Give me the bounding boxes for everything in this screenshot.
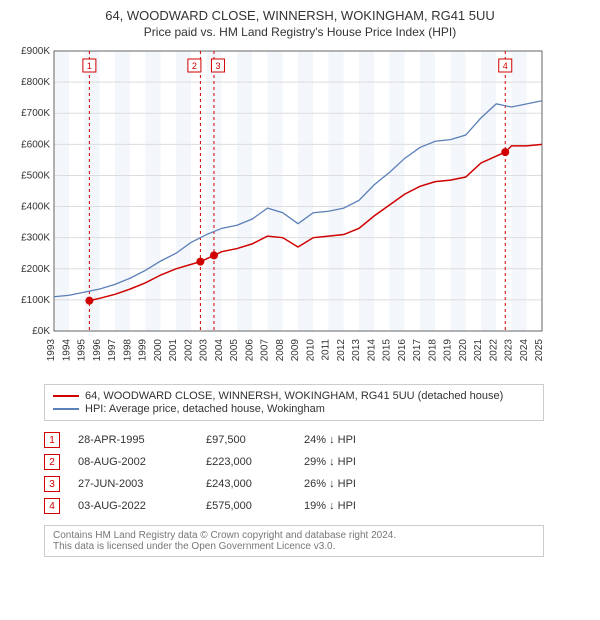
event-diff: 26% ↓ HPI	[304, 478, 394, 490]
svg-text:£700K: £700K	[21, 108, 50, 119]
footer-line-1: Contains HM Land Registry data © Crown c…	[53, 530, 535, 541]
page-title: 64, WOODWARD CLOSE, WINNERSH, WOKINGHAM,…	[8, 8, 592, 23]
chart-container: £0K £100K £200K £300K £400K £500K £600K £700K £8…	[8, 45, 592, 378]
svg-text:2025: 2025	[534, 339, 545, 362]
svg-text:2016: 2016	[397, 339, 408, 362]
event-table: 1 28-APR-1995 £97,500 24% ↓ HPI 2 08-AUG-2002…	[44, 429, 544, 517]
svg-text:2007: 2007	[260, 339, 271, 362]
svg-text:4: 4	[503, 61, 508, 71]
svg-text:2005: 2005	[229, 339, 240, 362]
svg-text:2008: 2008	[275, 339, 286, 362]
event-row: 1 28-APR-1995 £97,500 24% ↓ HPI	[44, 429, 544, 451]
svg-text:2001: 2001	[168, 339, 179, 362]
svg-text:1999: 1999	[138, 339, 149, 362]
event-date: 27-JUN-2003	[78, 478, 188, 490]
svg-text:2000: 2000	[153, 339, 164, 362]
price-chart: £0K £100K £200K £300K £400K £500K £600K £700K £8…	[8, 45, 548, 375]
svg-text:1996: 1996	[92, 339, 103, 362]
event-date: 08-AUG-2002	[78, 456, 188, 468]
svg-text:£600K: £600K	[21, 139, 50, 150]
svg-text:2024: 2024	[519, 339, 530, 362]
event-diff: 24% ↓ HPI	[304, 434, 394, 446]
svg-text:2: 2	[192, 61, 197, 71]
svg-text:1994: 1994	[61, 339, 72, 362]
svg-text:1997: 1997	[107, 339, 118, 362]
svg-text:3: 3	[215, 61, 220, 71]
svg-text:2021: 2021	[473, 339, 484, 362]
legend-item: 64, WOODWARD CLOSE, WINNERSH, WOKINGHAM,…	[53, 390, 535, 402]
svg-text:1: 1	[87, 61, 92, 71]
svg-text:2015: 2015	[382, 339, 393, 362]
event-marker: 2	[44, 454, 60, 470]
event-price: £97,500	[206, 434, 286, 446]
svg-text:1993: 1993	[46, 339, 57, 362]
legend-swatch	[53, 408, 79, 410]
footer-note: Contains HM Land Registry data © Crown c…	[44, 525, 544, 557]
svg-text:£800K: £800K	[21, 77, 50, 88]
svg-text:2004: 2004	[214, 339, 225, 362]
svg-text:2006: 2006	[244, 339, 255, 362]
legend-label: 64, WOODWARD CLOSE, WINNERSH, WOKINGHAM,…	[85, 390, 503, 402]
svg-text:2022: 2022	[488, 339, 499, 362]
event-price: £575,000	[206, 500, 286, 512]
svg-text:1995: 1995	[77, 339, 88, 362]
event-row: 2 08-AUG-2002 £223,000 29% ↓ HPI	[44, 451, 544, 473]
event-diff: 19% ↓ HPI	[304, 500, 394, 512]
svg-text:2011: 2011	[321, 339, 332, 361]
svg-text:2010: 2010	[305, 339, 316, 362]
legend-swatch	[53, 395, 79, 397]
svg-text:2019: 2019	[443, 339, 454, 362]
page-subtitle: Price paid vs. HM Land Registry's House …	[8, 25, 592, 39]
svg-text:£200K: £200K	[21, 264, 50, 275]
svg-text:2009: 2009	[290, 339, 301, 362]
event-row: 3 27-JUN-2003 £243,000 26% ↓ HPI	[44, 473, 544, 495]
svg-text:£100K: £100K	[21, 295, 50, 306]
event-price: £243,000	[206, 478, 286, 490]
legend-label: HPI: Average price, detached house, Woki…	[85, 403, 325, 415]
event-marker: 1	[44, 432, 60, 448]
svg-text:2012: 2012	[336, 339, 347, 362]
svg-text:2014: 2014	[366, 339, 377, 362]
svg-text:2002: 2002	[183, 339, 194, 362]
svg-text:£0K: £0K	[32, 326, 50, 337]
event-date: 28-APR-1995	[78, 434, 188, 446]
legend: 64, WOODWARD CLOSE, WINNERSH, WOKINGHAM,…	[44, 384, 544, 421]
event-date: 03-AUG-2022	[78, 500, 188, 512]
event-marker: 4	[44, 498, 60, 514]
svg-text:1998: 1998	[122, 339, 133, 362]
event-row: 4 03-AUG-2022 £575,000 19% ↓ HPI	[44, 495, 544, 517]
svg-text:2013: 2013	[351, 339, 362, 362]
svg-text:£400K: £400K	[21, 202, 50, 213]
legend-item: HPI: Average price, detached house, Woki…	[53, 403, 535, 415]
event-marker: 3	[44, 476, 60, 492]
event-diff: 29% ↓ HPI	[304, 456, 394, 468]
svg-text:2020: 2020	[458, 339, 469, 362]
svg-text:2018: 2018	[427, 339, 438, 362]
svg-text:£500K: £500K	[21, 170, 50, 181]
svg-text:£900K: £900K	[21, 46, 50, 57]
footer-line-2: This data is licensed under the Open Gov…	[53, 541, 535, 552]
svg-text:2017: 2017	[412, 339, 423, 362]
svg-text:£300K: £300K	[21, 233, 50, 244]
event-price: £223,000	[206, 456, 286, 468]
svg-text:2023: 2023	[504, 339, 515, 362]
svg-text:2003: 2003	[199, 339, 210, 362]
